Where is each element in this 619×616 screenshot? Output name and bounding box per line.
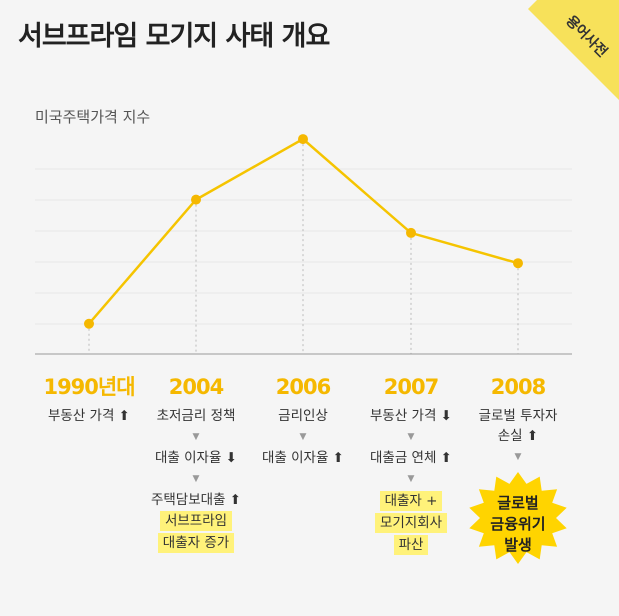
highlight-row: 대출자 증가: [136, 532, 256, 554]
starburst-icon: [469, 472, 567, 564]
data-point: [513, 258, 523, 269]
highlight-label: 대출자 +: [379, 491, 443, 511]
timeline-column: 2004 초저금리 정책 ▼ 대출 이자율 ⬇ ▼ 주택담보대출 ⬆ 서브프라임 대출자 증가: [136, 372, 256, 554]
timeline-year: 2008: [490, 375, 546, 399]
down-arrow-icon: ▼: [407, 432, 415, 442]
timeline-step: 대출 이자율 ⬇: [155, 450, 237, 466]
burst-line: 금융위기: [490, 515, 546, 533]
timeline-step: 주택담보대출 ⬆: [150, 492, 242, 508]
timeline-step: 초저금리 정책: [156, 408, 236, 424]
highlight-row: 모기지회사: [351, 512, 471, 534]
timeline-step: 대출금 연체 ⬆: [370, 450, 452, 466]
highlight-label: 대출자 증가: [157, 533, 235, 553]
down-arrow-icon: ▼: [407, 474, 415, 484]
line-chart: [35, 134, 572, 355]
data-point: [298, 134, 308, 145]
timeline-step: 대출 이자율 ⬆: [262, 450, 344, 466]
data-point: [406, 227, 416, 238]
timeline-year: 2004: [168, 375, 224, 399]
timeline-year: 1990년대: [43, 375, 135, 399]
data-point: [84, 318, 94, 329]
down-arrow-icon: ▼: [192, 432, 200, 442]
timeline-year: 2007: [383, 375, 439, 399]
down-arrow-icon: ▼: [192, 474, 200, 484]
down-arrow-icon: ▼: [299, 432, 307, 442]
burst-line: 글로벌: [497, 494, 539, 512]
timeline-column: 2006 금리인상 ▼ 대출 이자율 ⬆: [243, 372, 363, 468]
timeline-year: 2006: [275, 375, 331, 399]
burst-line: 발생: [504, 536, 532, 554]
y-axis-label: 미국주택가격 지수: [35, 108, 151, 126]
timeline-step: 부동산 가격 ⬆: [48, 408, 130, 424]
highlight-row: 서브프라임: [136, 510, 256, 532]
down-arrow-icon: ▼: [514, 452, 522, 462]
highlight-label: 서브프라임: [159, 511, 233, 531]
highlight-label: 파산: [393, 535, 429, 555]
highlight-row: 대출자 +: [351, 490, 471, 512]
timeline-step: 글로벌 투자자: [478, 408, 558, 424]
timeline-step: 손실 ⬆: [497, 428, 539, 444]
timeline-step: 금리인상: [278, 408, 328, 424]
highlight-label: 모기지회사: [374, 513, 448, 533]
corner-fold-icon: [519, 0, 619, 100]
timeline-step: 부동산 가격 ⬇: [370, 408, 452, 424]
corner-tag: 용어사전: [519, 0, 619, 100]
timeline-column: 2007 부동산 가격 ⬇ ▼ 대출금 연체 ⬆ ▼ 대출자 + 모기지회사 파산: [351, 372, 471, 556]
data-point: [191, 194, 201, 205]
page-title: 서브프라임 모기지 사태 개요: [18, 21, 330, 52]
highlight-row: 파산: [351, 534, 471, 556]
